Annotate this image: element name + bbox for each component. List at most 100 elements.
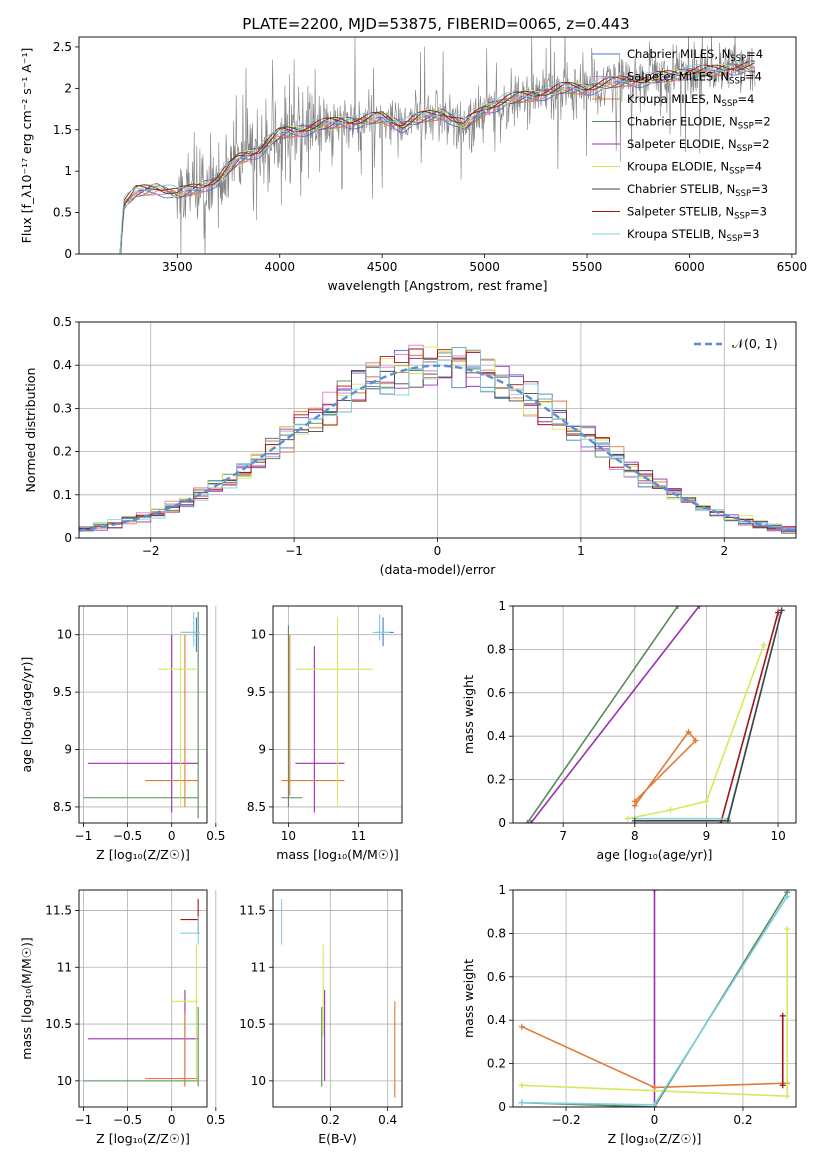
model-spectrum-kroupa-stelib [119,59,756,254]
legend-entry: 𝒩(0, 1) [732,336,778,351]
model-spectrum-kroupa-miles [119,64,756,254]
panel-spectrum: 3500 4000 4500 5000 5500 6000 6500 0 0.5 1 1.5 2 2.5… [19,36,807,293]
y-tick-label: 0.5 [53,206,72,220]
errorbar-chabrier-miles [376,617,394,647]
series-line [530,606,700,823]
legend-subscript: SSP [727,234,743,244]
y-tick-label: 10 [57,628,72,642]
errorbar-kroupa-elodie [295,617,373,807]
y-tick-label: 9 [64,743,72,757]
axes-frame [78,36,797,255]
legend-count: =4 [745,70,762,84]
plot-area [118,37,756,254]
figure-title: PLATE=2200, MJD=53875, FIBERID=0065, z=0… [242,15,629,33]
plot-area [281,614,394,813]
x-tick-label: 3500 [162,260,193,274]
x-tick-label: 1 [577,544,585,558]
series-salpeter-stelib [779,1012,786,1089]
errorbar-kroupa-miles [281,634,345,796]
y-tick-label: 10.5 [239,1017,266,1031]
axes-border [78,605,208,824]
series-line [634,610,783,822]
axes-frame [512,605,797,824]
x-tick-label: 2 [720,544,728,558]
x-tick-label: −0.2 [551,1113,580,1127]
axes-border [272,889,403,1108]
legend-count: =4 [745,160,762,174]
legend-count: =3 [751,182,768,196]
model-spectrum-salpeter-stelib [119,60,756,254]
x-tick-label: 0 [651,1113,659,1127]
gridlines [79,890,217,1107]
errorbar-kroupa-stelib [180,916,200,945]
x-tick-label: 0 [168,1113,176,1127]
y-axis-label: Flux [f_λ10⁻¹⁷ erg cm⁻² s⁻¹ A⁻¹] [19,48,34,244]
legend-entry: Salpeter ELODIE, NSSP=2 [627,137,770,154]
y-tick-label: 10 [251,628,266,642]
model-spectrum-kroupa-elodie [119,64,756,254]
x-tick-label: −0.5 [113,1113,142,1127]
series-line [720,612,779,823]
x-tick-label: 6000 [674,260,705,274]
legend: 𝒩(0, 1) [694,336,778,351]
axes-frame [272,605,403,824]
legend-subscript: SSP [729,77,745,87]
legend-count: =4 [737,92,754,106]
legend-entry: Kroupa ELODIE, NSSP=4 [627,160,762,177]
y-tick-label: 2 [64,81,72,95]
ticks: −1 −0.5 0 0.5 8.5 9 9.5 10 [53,628,225,843]
ticks: 0.2 0.4 10 10.5 11 11.5 [239,903,397,1127]
y-tick-label: 0.2 [487,773,506,787]
x-axis-label: wavelength [Angstrom, rest frame] [327,278,547,293]
series-salpeter-stelib [717,609,782,823]
y-tick-label: 0.2 [53,445,72,459]
panel-mass_vs_ebv: 0.2 0.4 10 10.5 11 11.5 E(B-V) [239,889,403,1146]
y-tick-label: 1 [64,164,72,178]
y-tick-label: 0.2 [487,1057,506,1071]
y-tick-label: 9.5 [247,685,266,699]
x-tick-label: 0.2 [733,1113,752,1127]
x-axis-label: age [log₁₀(age/yr)] [597,847,713,862]
errorbar-kroupa-miles [145,1012,199,1087]
series-line [526,606,679,823]
panel-age_vs_Z: −1 −0.5 0 0.5 8.5 9 9.5 10 Z [log₁₀(Z/Z☉)] age [l… [19,605,225,862]
y-tick-label: 1 [498,599,506,613]
plot-area [79,344,796,538]
series-salpeter-elodie [527,606,703,823]
panel-residuals: −2 −1 0 1 2 0 0.1 0.2 0.3 0.4 0.5 (data-model)/erro… [23,315,797,577]
legend-count: =4 [746,47,763,61]
errorbar-salpeter-elodie [295,646,345,813]
y-tick-label: 10 [57,1074,72,1088]
ticks: 10 11 8.5 9 9.5 10 [247,628,366,843]
errorbar-kroupa-elodie [171,944,199,1081]
normal-curve [79,364,796,532]
x-tick-label: 0.5 [206,829,225,843]
ticks: −0.2 0 0.2 0 0.2 0.4 0.6 0.8 1 [487,883,753,1127]
y-tick-label: 0.6 [487,686,506,700]
y-tick-label: 0.4 [53,358,72,372]
x-tick-label: −0.5 [113,829,142,843]
errorbar-salpeter-elodie [87,634,199,813]
series-kroupa-elodie [518,926,791,1100]
legend-subscript: SSP [737,144,753,154]
errorbar-kroupa-elodie [158,634,199,807]
y-tick-label: 0.4 [487,729,506,743]
legend-subscript: SSP [738,122,754,132]
errorbar-kroupa-miles [145,634,199,807]
x-tick-label: 0.4 [378,1113,397,1127]
legend-entry: Kroupa STELIB, NSSP=3 [627,227,759,244]
y-tick-label: 9 [258,743,266,757]
y-axis-label: mass weight [461,675,476,754]
y-tick-label: 11.5 [45,903,72,917]
x-tick-label: 8 [631,829,639,843]
model-spectrum-chabrier-stelib [119,62,756,254]
x-tick-label: 7 [559,829,567,843]
y-tick-label: 0.8 [487,926,506,940]
plot-area [518,890,791,1107]
x-axis-label: E(B-V) [318,1131,357,1146]
y-tick-label: 0.1 [53,488,72,502]
ticks: −1 −0.5 0 0.5 10 10.5 11 11.5 [45,903,225,1127]
x-tick-label: 10 [770,829,785,843]
legend-entry: Chabrier STELIB, NSSP=3 [627,182,768,199]
y-tick-label: 0 [498,816,506,830]
